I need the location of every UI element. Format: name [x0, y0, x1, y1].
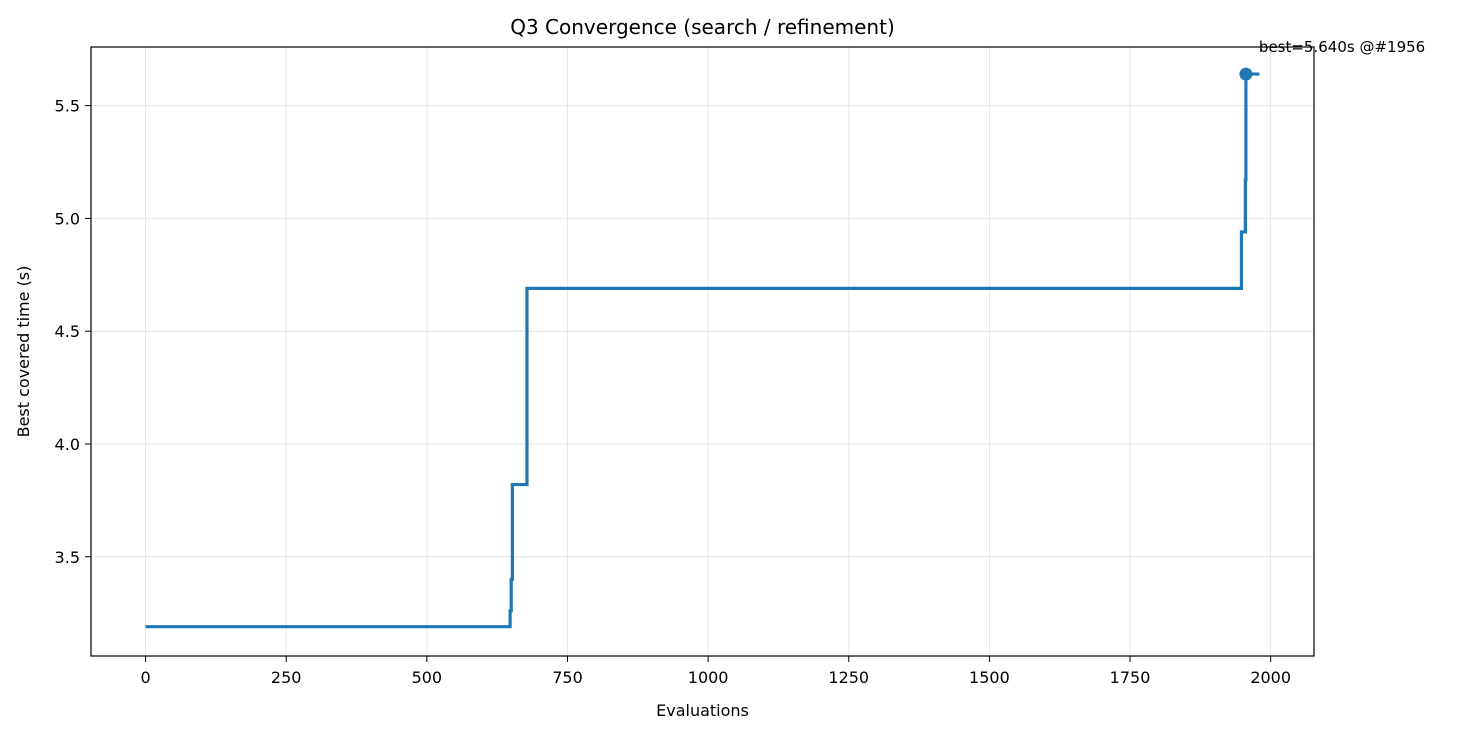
y-axis-ticks: 3.5 4.0 4.5 5.0 5.5 — [55, 97, 91, 567]
y-axis-label: Best covered time (s) — [14, 266, 33, 438]
x-tick-label: 500 — [412, 668, 443, 687]
x-tick-label: 0 — [140, 668, 150, 687]
series-layer — [145, 67, 1260, 629]
x-tick-label: 2000 — [1250, 668, 1291, 687]
best-point-marker — [1239, 67, 1253, 81]
best-annotation: best=5.640s @#1956 — [1259, 38, 1425, 56]
x-tick-label: 750 — [552, 668, 583, 687]
y-tick-label: 5.0 — [55, 209, 80, 228]
y-tick-label: 4.0 — [55, 435, 80, 454]
y-tick-label: 4.5 — [55, 322, 80, 341]
plot-frame — [90, 46, 1315, 657]
y-tick-label: 3.5 — [55, 548, 80, 567]
x-tick-label: 1750 — [1110, 668, 1151, 687]
x-axis-label: Evaluations — [656, 701, 749, 720]
x-tick-label: 1250 — [828, 668, 869, 687]
x-tick-label: 1000 — [688, 668, 729, 687]
grid-lines — [91, 47, 1314, 656]
chart-title: Q3 Convergence (search / refinement) — [510, 15, 895, 39]
series-line — [145, 72, 1260, 629]
x-tick-label: 250 — [271, 668, 302, 687]
x-axis-ticks: 0 250 500 750 1000 1250 1500 1750 2000 — [140, 656, 1291, 687]
x-tick-label: 1500 — [969, 668, 1010, 687]
y-tick-label: 5.5 — [55, 97, 80, 116]
